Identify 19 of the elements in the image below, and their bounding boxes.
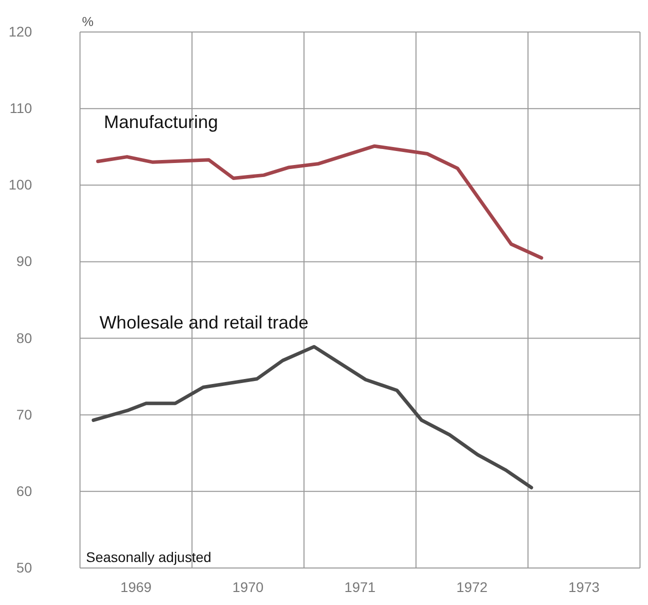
x-tick-label: 1970 <box>232 578 264 595</box>
y-tick-label: 80 <box>16 330 32 346</box>
y-tick-label: 100 <box>8 176 32 193</box>
y-tick-label: 90 <box>16 253 32 270</box>
x-tick-label: 1971 <box>344 578 376 595</box>
x-tick-label: 1972 <box>456 578 488 595</box>
y-tick-label: 70 <box>16 406 32 422</box>
x-tick-label: 1973 <box>568 578 600 595</box>
line-series <box>96 144 544 260</box>
y-tick-label: 50 <box>16 559 32 576</box>
annotation: Seasonally adjusted <box>86 549 212 565</box>
series-label: Manufacturing <box>104 112 218 132</box>
y-tick-label: 110 <box>10 100 32 116</box>
line-series <box>92 344 534 490</box>
x-tick-label: 1969 <box>120 578 152 595</box>
y-tick-label: 60 <box>16 482 32 499</box>
y-tick-label: 120 <box>8 23 32 40</box>
series-label: Wholesale and retail trade <box>99 312 309 333</box>
y-axis-title: % <box>82 14 94 29</box>
